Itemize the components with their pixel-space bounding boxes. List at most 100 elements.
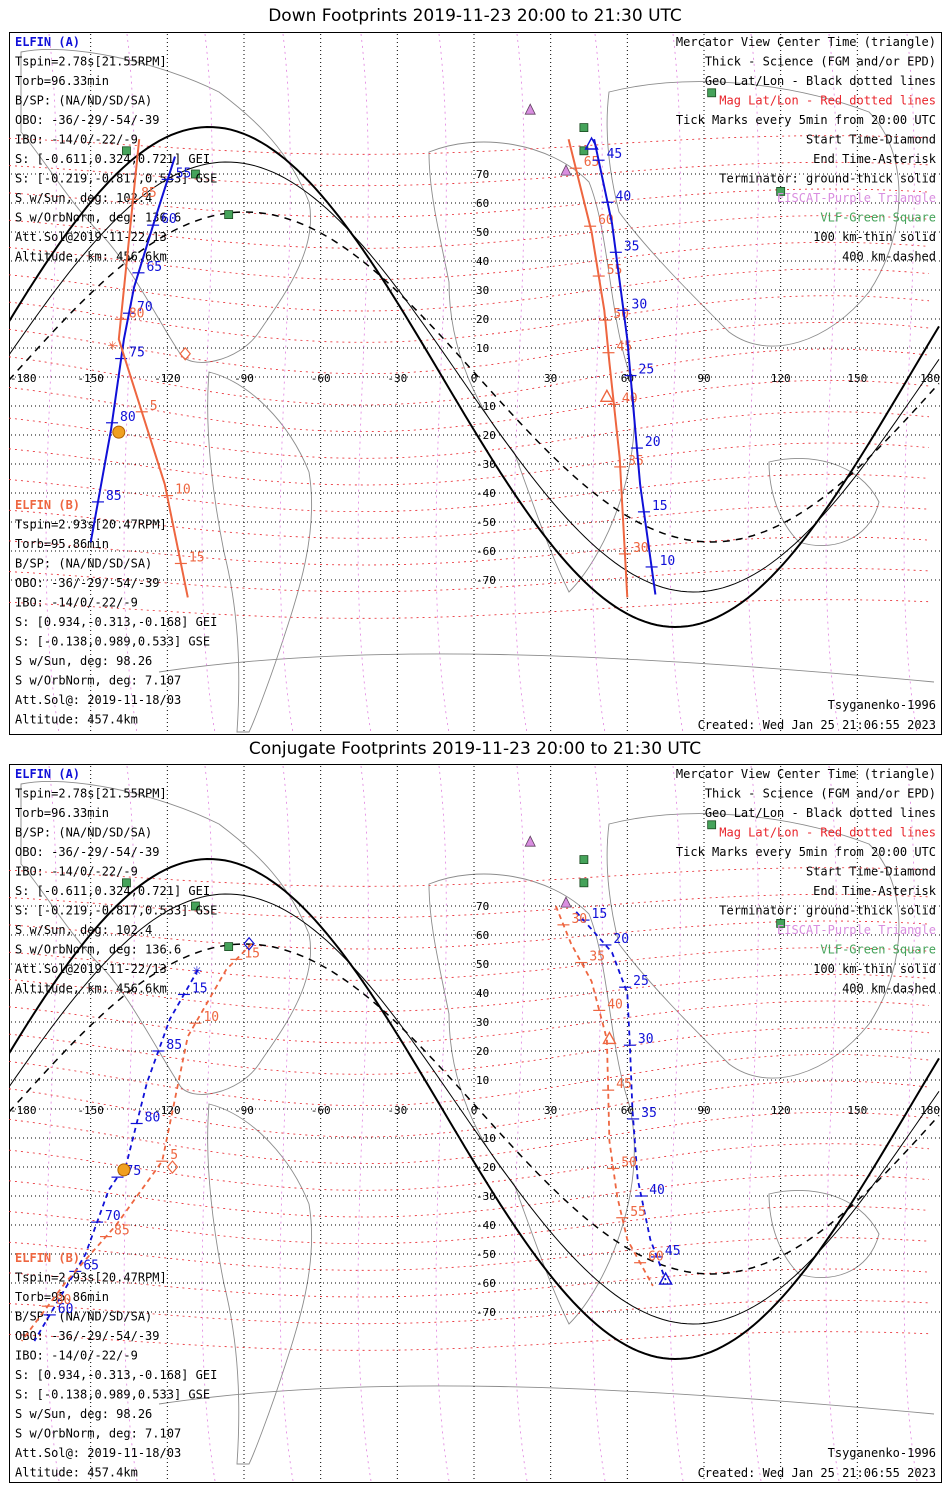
elfin-a-track-east (575, 911, 667, 1281)
elfin-a-name: ELFIN (A) (15, 767, 80, 781)
mag-latitude (9, 920, 930, 950)
mag-latitude (9, 1111, 930, 1164)
eiscat-triangle (524, 835, 536, 847)
track-tick-label: 80 (56, 1293, 72, 1308)
sun-marker (112, 425, 126, 439)
elfin-a-info-line: Altitude, km: 456.6km (15, 250, 167, 264)
lon-tick-label: 150 (847, 1104, 867, 1117)
lat-tick-label: 30 (476, 284, 489, 297)
lon-tick-label: -120 (154, 372, 181, 385)
mag-latitude (9, 268, 930, 312)
legend-line: Terminator: ground-thick solid (719, 904, 936, 918)
model-label: Tsyganenko-1996 (828, 698, 936, 712)
mag-latitude (9, 442, 930, 486)
land-outline (428, 873, 635, 1325)
lon-tick-label: -120 (154, 1104, 181, 1117)
elfin-a-info-line: Torb=96.33min (15, 806, 109, 820)
legend-line: 100 km-thin solid (813, 230, 936, 244)
lat-tick-label: -70 (476, 1306, 496, 1319)
track-tick-label: 55 (630, 1205, 646, 1220)
mag-longitude (279, 33, 294, 734)
elfin-b-info-line: Att.Sol@: 2019-11-18/03 (15, 693, 181, 707)
lat-tick-label: -40 (476, 487, 496, 500)
sun-marker (117, 1163, 131, 1177)
track-tick-label: 85 (114, 1224, 130, 1239)
elfin-a-info-line: B/SP: (NA/ND/SD/SA) (15, 94, 152, 108)
mag-latitude (9, 567, 930, 593)
track-tick-label: 55 (176, 166, 192, 181)
eiscat-triangle (524, 103, 536, 115)
lat-tick-label: 60 (476, 929, 489, 942)
lat-tick-label: -60 (476, 545, 496, 558)
track-tick-label: 85 (141, 186, 157, 201)
legend-line: Start Time-Diamond (806, 865, 936, 879)
mag-latitude (9, 1268, 930, 1298)
lat-tick-label: 20 (476, 313, 489, 326)
mag-latitude (9, 1080, 930, 1138)
track-tick-label: 75 (129, 346, 145, 361)
conjugate-footprints-map: -180 -150 -120 -90 -60 -30 0 30 60 90 120 150 180 70 6… (9, 764, 942, 1483)
elfin-b-info-line: Altitude: 457.4km (15, 713, 138, 727)
track-tick-label: 20 (613, 932, 629, 947)
track-tick-label: 15 (592, 907, 608, 922)
lon-tick-label: -180 (10, 372, 37, 385)
lon-tick-label: 0 (471, 1104, 478, 1117)
lon-tick-label: 90 (697, 372, 710, 385)
elfin-a-info-line: S: [-0.611,0.324,0.721] GEI (15, 884, 210, 898)
vlf-square (707, 820, 717, 830)
start-diamond (179, 346, 192, 361)
created-label: Created: Wed Jan 25 21:06:55 2023 (698, 1466, 936, 1480)
track-tick-label: 45 (616, 340, 632, 355)
start-diamond (166, 1160, 179, 1174)
legend-line: 100 km-thin solid (813, 962, 936, 976)
eiscat-triangle (560, 896, 572, 908)
lon-tick-label: -30 (387, 372, 407, 385)
legend-line: Mag Lat/Lon - Red dotted lines (719, 94, 936, 108)
vlf-square (122, 146, 131, 156)
lon-tick-label: -60 (311, 372, 331, 385)
elfin-a-info-line: S w/Sun, deg: 102.4 (15, 191, 152, 205)
land-outline (768, 1189, 880, 1278)
lat-tick-label: 10 (476, 1074, 489, 1087)
lon-tick-label: 60 (621, 1104, 634, 1117)
elfin-b-track-west (20, 943, 253, 1342)
legend-line: 400 km-dashed (842, 250, 936, 264)
mag-latitude (9, 893, 930, 919)
track-tick-label: 15 (244, 946, 260, 961)
lat-tick-label: -70 (476, 574, 496, 587)
elfin-b-name: ELFIN (B) (15, 498, 80, 512)
elfin-b-info-line: Torb=95.86min (15, 1290, 109, 1304)
mag-latitude (9, 1174, 930, 1218)
elfin-b-track-east (554, 905, 654, 1287)
track-tick-label: 15 (189, 550, 205, 565)
lon-tick-label: -180 (10, 1104, 37, 1117)
elfin-a-info-line: S w/OrbNorm, deg: 136.6 (15, 943, 181, 957)
lon-tick-label: -60 (311, 1104, 331, 1117)
vlf-square (579, 855, 589, 864)
lon-tick-label: 180 (920, 372, 940, 385)
elfin-b-track-east (567, 138, 629, 598)
track-tick-label: 65 (83, 1258, 99, 1273)
track-tick-label: 30 (632, 297, 648, 312)
track-tick-label: 35 (628, 454, 644, 469)
down-footprints-map: -180 -150 -120 -90 -60 -30 0 30 60 90 120 150 180 70 6… (9, 32, 942, 735)
track-tick-label: 50 (621, 1155, 637, 1170)
mag-latitude (9, 295, 930, 343)
created-label: Created: Wed Jan 25 21:06:55 2023 (698, 718, 936, 732)
terminator-400km (9, 211, 940, 543)
legend-line: Mercator View Center Time (triangle) (676, 767, 936, 781)
lon-tick-label: 0 (471, 372, 478, 385)
lat-tick-label: 50 (476, 226, 489, 239)
mag-latitude (9, 505, 930, 539)
elfin-b-info-line: S: [-0.138,0.989,0.533] GSE (15, 635, 210, 649)
lon-tick-label: 30 (544, 372, 557, 385)
mag-latitude (9, 1027, 930, 1075)
track-tick-label: 40 (607, 997, 623, 1012)
elfin-b-info-line: B/SP: (NA/ND/SD/SA) (15, 1310, 152, 1324)
lat-tick-label: 10 (476, 342, 489, 355)
eiscat-triangle (560, 164, 572, 176)
legend-line: VLF-Green Square (820, 211, 936, 225)
lon-tick-label: -150 (77, 372, 104, 385)
elfin-a-info-line: OBO: -36/-29/-54/-39 (15, 845, 160, 859)
mag-longitude (123, 33, 138, 734)
